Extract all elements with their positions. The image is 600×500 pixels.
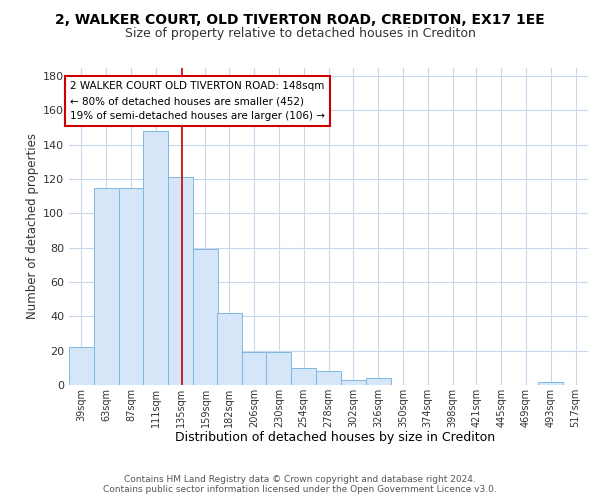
Bar [193, 250, 218, 385]
Y-axis label: Number of detached properties: Number of detached properties [26, 133, 39, 320]
Bar [143, 131, 168, 385]
Text: 2, WALKER COURT, OLD TIVERTON ROAD, CREDITON, EX17 1EE: 2, WALKER COURT, OLD TIVERTON ROAD, CRED… [55, 12, 545, 26]
Bar [291, 368, 316, 385]
Bar [366, 378, 391, 385]
Bar [94, 188, 119, 385]
Bar [316, 372, 341, 385]
Bar [242, 352, 266, 385]
Text: Contains HM Land Registry data © Crown copyright and database right 2024.: Contains HM Land Registry data © Crown c… [124, 474, 476, 484]
Bar [341, 380, 366, 385]
Bar [69, 347, 94, 385]
Text: Contains public sector information licensed under the Open Government Licence v3: Contains public sector information licen… [103, 486, 497, 494]
Text: Size of property relative to detached houses in Crediton: Size of property relative to detached ho… [125, 28, 475, 40]
Text: Distribution of detached houses by size in Crediton: Distribution of detached houses by size … [175, 431, 495, 444]
Bar [119, 188, 143, 385]
Bar [168, 178, 193, 385]
Bar [538, 382, 563, 385]
Bar [217, 313, 242, 385]
Bar [266, 352, 291, 385]
Text: 2 WALKER COURT OLD TIVERTON ROAD: 148sqm
← 80% of detached houses are smaller (4: 2 WALKER COURT OLD TIVERTON ROAD: 148sqm… [70, 81, 325, 121]
